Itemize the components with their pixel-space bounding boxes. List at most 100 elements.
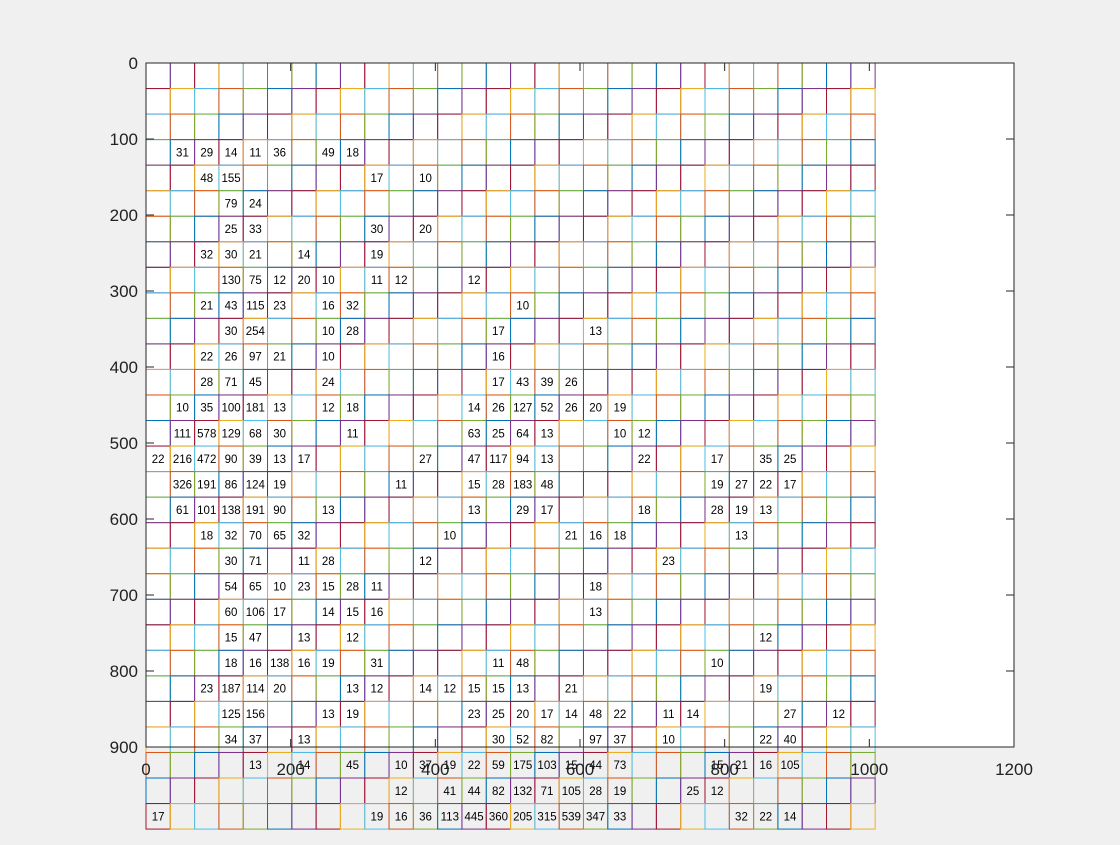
cell-count-label: 28 — [589, 786, 602, 798]
cell-count-label: 10 — [322, 326, 335, 338]
cell-count-label: 16 — [249, 658, 262, 670]
cell-count-label: 19 — [759, 684, 772, 696]
grid-cell — [655, 751, 682, 779]
cell-count-label: 30 — [273, 428, 286, 440]
cell-count-label: 22 — [759, 811, 772, 823]
cell-count-label: 129 — [221, 428, 240, 440]
cell-count-label: 14 — [225, 147, 238, 159]
cell-count-label: 41 — [443, 786, 456, 798]
grid-cell — [801, 751, 828, 779]
cell-count-label: 326 — [173, 479, 192, 491]
cell-count-label: 32 — [346, 301, 359, 313]
cell-count-label: 43 — [516, 377, 529, 389]
cell-count-label: 124 — [246, 479, 266, 491]
cell-count-label: 39 — [541, 377, 554, 389]
cell-count-label: 10 — [322, 352, 335, 364]
cell-count-label: 11 — [249, 147, 261, 159]
cell-count-label: 14 — [784, 811, 797, 823]
cell-count-label: 64 — [516, 428, 529, 440]
cell-count-label: 17 — [492, 326, 505, 338]
cell-count-label: 16 — [492, 352, 505, 364]
cell-count-label: 45 — [249, 377, 262, 389]
cell-count-label: 19 — [370, 250, 383, 262]
y-tick-label: 300 — [110, 282, 138, 301]
cell-count-label: 49 — [322, 147, 335, 159]
cell-count-label: 25 — [492, 709, 505, 721]
cell-count-label: 113 — [441, 811, 459, 823]
cell-count-label: 28 — [322, 556, 335, 568]
cell-count-label: 10 — [322, 275, 335, 287]
grid-cell — [777, 777, 803, 805]
cell-count-label: 32 — [735, 811, 748, 823]
cell-count-label: 12 — [273, 275, 286, 287]
cell-count-label: 13 — [541, 454, 554, 466]
cell-count-label: 12 — [322, 403, 335, 415]
grid-cell — [315, 803, 341, 830]
cell-count-label: 19 — [273, 479, 286, 491]
cell-count-label: 73 — [614, 760, 627, 772]
cell-count-label: 25 — [492, 428, 505, 440]
y-tick-label: 900 — [110, 738, 138, 757]
cell-count-label: 13 — [273, 403, 286, 415]
grid-cell — [218, 777, 244, 805]
cell-count-label: 21 — [273, 352, 286, 364]
grid-cell — [169, 751, 196, 779]
cell-count-label: 11 — [395, 479, 407, 491]
cell-count-label: 12 — [759, 633, 772, 645]
x-tick-label: 0 — [141, 760, 150, 779]
grid-cell — [801, 803, 828, 830]
grid-cell — [826, 803, 852, 830]
cell-count-label: 111 — [174, 428, 191, 440]
cell-count-label: 103 — [537, 760, 556, 772]
cell-count-label: 315 — [537, 811, 556, 823]
cell-count-label: 17 — [152, 811, 165, 823]
cell-count-label: 52 — [541, 403, 554, 415]
cell-count-label: 101 — [197, 505, 216, 517]
cell-count-label: 28 — [492, 479, 505, 491]
axis-ticks: 0 200 400 600 800 1000 1200 0 100 200 300 400 500 600… — [110, 54, 1033, 779]
cell-count-label: 18 — [614, 530, 627, 542]
cell-count-label: 17 — [784, 479, 797, 491]
grid-cell — [291, 803, 317, 830]
cell-count-label: 15 — [225, 633, 238, 645]
cell-count-label: 16 — [370, 607, 383, 619]
cell-count-label: 127 — [513, 403, 532, 415]
cell-count-label: 19 — [443, 760, 456, 772]
cell-count-label: 13 — [759, 505, 772, 517]
cell-count-label: 17 — [273, 607, 286, 619]
cell-count-label: 17 — [370, 173, 383, 185]
x-tick-label: 800 — [710, 760, 738, 779]
cell-count-label: 71 — [541, 786, 554, 798]
cell-count-label: 22 — [468, 760, 481, 772]
cell-count-label: 16 — [395, 811, 408, 823]
cell-count-label: 33 — [249, 224, 262, 236]
cell-count-label: 12 — [832, 709, 845, 721]
cell-count-label: 10 — [176, 403, 189, 415]
cell-count-label: 11 — [298, 556, 310, 568]
grid-cell — [655, 777, 682, 805]
cell-count-label: 19 — [614, 403, 627, 415]
cell-count-label: 27 — [419, 454, 432, 466]
cell-count-label: 37 — [614, 735, 627, 747]
cell-count-label: 10 — [516, 301, 529, 313]
cell-count-label: 19 — [370, 811, 383, 823]
cell-count-label: 205 — [513, 811, 532, 823]
grid-cell — [364, 751, 390, 779]
cell-count-label: 11 — [663, 709, 675, 721]
cell-count-label: 14 — [322, 607, 335, 619]
cell-count-label: 19 — [322, 658, 335, 670]
x-tick-label: 1200 — [995, 760, 1033, 779]
grid-cells — [145, 62, 876, 830]
cell-count-label: 13 — [516, 684, 529, 696]
cell-count-label: 17 — [711, 454, 724, 466]
cell-count-label: 138 — [270, 658, 289, 670]
cell-count-label: 130 — [221, 275, 240, 287]
cell-count-label: 445 — [465, 811, 484, 823]
cell-count-label: 13 — [589, 326, 602, 338]
cell-count-label: 37 — [419, 760, 432, 772]
grid-cell — [339, 803, 366, 830]
grid-cell — [267, 777, 293, 805]
grid-cell — [291, 777, 317, 805]
grid-cell — [194, 751, 220, 779]
grid-cell — [850, 803, 876, 830]
